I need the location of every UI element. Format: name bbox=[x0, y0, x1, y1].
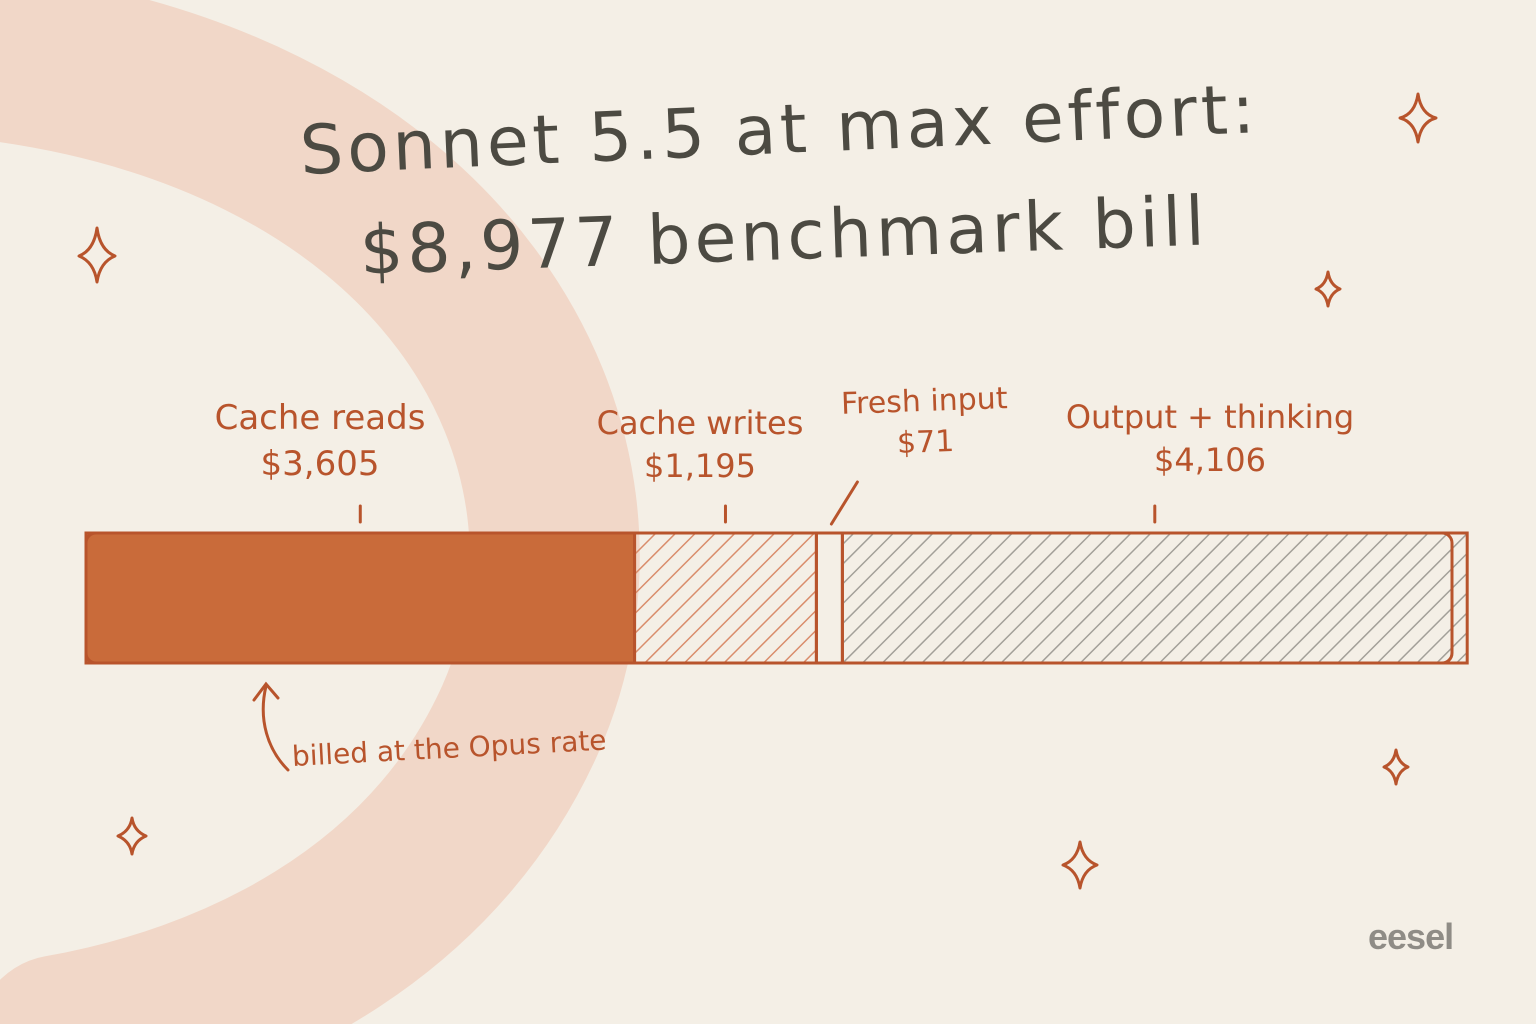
bar-segment-output-thinking bbox=[840, 531, 1469, 665]
stacked-bar bbox=[84, 531, 1469, 665]
annotation-arrow-icon bbox=[252, 681, 290, 772]
label-ticks bbox=[358, 480, 1157, 526]
tick-mark bbox=[829, 480, 859, 526]
value-label: $4,106 bbox=[1154, 441, 1266, 480]
brand-logo: eesel bbox=[1368, 916, 1454, 957]
sparkle-icon bbox=[77, 226, 117, 284]
bar-segment-cache-reads bbox=[84, 531, 637, 665]
bar-segment-fresh-input bbox=[814, 531, 844, 665]
bar-outline bbox=[84, 531, 1454, 665]
sparkle-icon bbox=[1314, 270, 1342, 308]
sparkle-icon bbox=[1061, 840, 1099, 890]
sparkle-icon bbox=[1382, 748, 1410, 786]
segment-label-cache-writes: Cache writes $1,195 bbox=[590, 402, 810, 488]
sparkle-icon bbox=[116, 816, 148, 856]
bar-segment-cache-writes bbox=[633, 531, 818, 665]
segment-label-output-thinking: Output + thinking $4,106 bbox=[1050, 396, 1370, 482]
value-label: $1,195 bbox=[644, 447, 756, 486]
sparkle-icons bbox=[77, 92, 1438, 890]
value-label: $71 bbox=[896, 423, 955, 461]
segment-label-cache-reads: Cache reads $3,605 bbox=[200, 396, 440, 488]
category-label: Cache reads bbox=[214, 398, 426, 438]
sparkle-icon bbox=[1398, 92, 1438, 144]
category-label: Fresh input bbox=[840, 381, 1009, 422]
segment-label-fresh-input: Fresh input $71 bbox=[834, 379, 1017, 466]
value-label: $3,605 bbox=[260, 443, 380, 484]
category-label: Output + thinking bbox=[1065, 398, 1355, 436]
category-label: Cache writes bbox=[596, 404, 804, 442]
